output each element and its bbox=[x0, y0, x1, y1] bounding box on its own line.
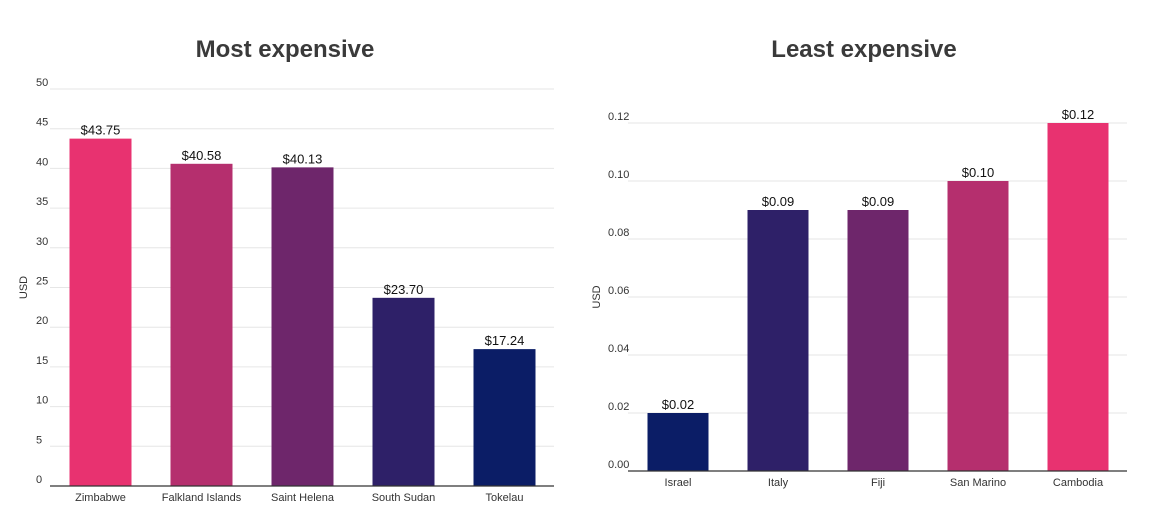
y-axis-title: USD bbox=[18, 276, 30, 299]
bar-israel bbox=[647, 413, 709, 471]
y-tick-label: 25 bbox=[36, 276, 48, 288]
y-tick-label: 50 bbox=[36, 77, 48, 89]
data-label: $40.13 bbox=[283, 151, 323, 166]
data-label: $0.10 bbox=[962, 165, 995, 180]
y-tick-label: 10 bbox=[36, 395, 48, 407]
bar-fiji bbox=[847, 210, 909, 471]
bar-tokelau bbox=[473, 349, 536, 486]
x-category-label: Fiji bbox=[871, 477, 885, 489]
data-label: $0.09 bbox=[862, 194, 895, 209]
y-tick-label: 5 bbox=[36, 434, 42, 446]
bar-zimbabwe bbox=[69, 138, 132, 486]
x-category-label: Tokelau bbox=[486, 492, 524, 504]
y-tick-label: 0.04 bbox=[608, 343, 629, 355]
x-category-label: Italy bbox=[768, 477, 789, 489]
bar-south-sudan bbox=[372, 297, 435, 486]
y-tick-label: 0 bbox=[36, 474, 42, 486]
y-tick-label: 30 bbox=[36, 236, 48, 248]
data-label: $0.02 bbox=[662, 397, 695, 412]
y-tick-label: 45 bbox=[36, 117, 48, 129]
data-label: $0.12 bbox=[1062, 107, 1095, 122]
x-category-label: Zimbabwe bbox=[75, 492, 126, 504]
y-tick-label: 0.06 bbox=[608, 285, 629, 297]
x-category-label: Israel bbox=[665, 477, 692, 489]
data-label: $17.24 bbox=[485, 333, 525, 348]
y-tick-label: 40 bbox=[36, 156, 48, 168]
y-tick-label: 35 bbox=[36, 196, 48, 208]
x-category-label: Cambodia bbox=[1053, 477, 1104, 489]
y-tick-label: 0.10 bbox=[608, 169, 629, 181]
data-label: $43.75 bbox=[81, 123, 121, 138]
y-tick-label: 15 bbox=[36, 355, 48, 367]
x-category-label: South Sudan bbox=[372, 492, 436, 504]
y-tick-label: 0.00 bbox=[608, 459, 629, 471]
data-label: $0.09 bbox=[762, 194, 795, 209]
bar-cambodia bbox=[1047, 123, 1109, 471]
bar-falkland-islands bbox=[170, 163, 233, 486]
y-tick-label: 20 bbox=[36, 315, 48, 327]
chart-title: Least expensive bbox=[771, 36, 956, 63]
bar-san-marino bbox=[947, 181, 1009, 471]
x-category-label: Saint Helena bbox=[271, 492, 335, 504]
x-category-label: Falkland Islands bbox=[162, 492, 242, 504]
x-category-label: San Marino bbox=[950, 477, 1006, 489]
least-expensive-chart: Least expensive 0.00 0.02 0.04 0.06 0.08 0.10 0… bbox=[591, 36, 1127, 489]
bar-saint-helena bbox=[271, 167, 334, 486]
data-label: $23.70 bbox=[384, 282, 424, 297]
chart-title: Most expensive bbox=[196, 36, 375, 63]
data-label: $40.58 bbox=[182, 148, 222, 163]
y-tick-label: 0.08 bbox=[608, 227, 629, 239]
y-tick-label: 0.12 bbox=[608, 111, 629, 123]
y-axis-title: USD bbox=[591, 285, 603, 308]
most-expensive-chart: Most expensive 0 5 10 15 20 25 30 35 40 45 50 USD $43… bbox=[18, 36, 554, 504]
bar-italy bbox=[747, 210, 809, 471]
y-tick-label: 0.02 bbox=[608, 401, 629, 413]
